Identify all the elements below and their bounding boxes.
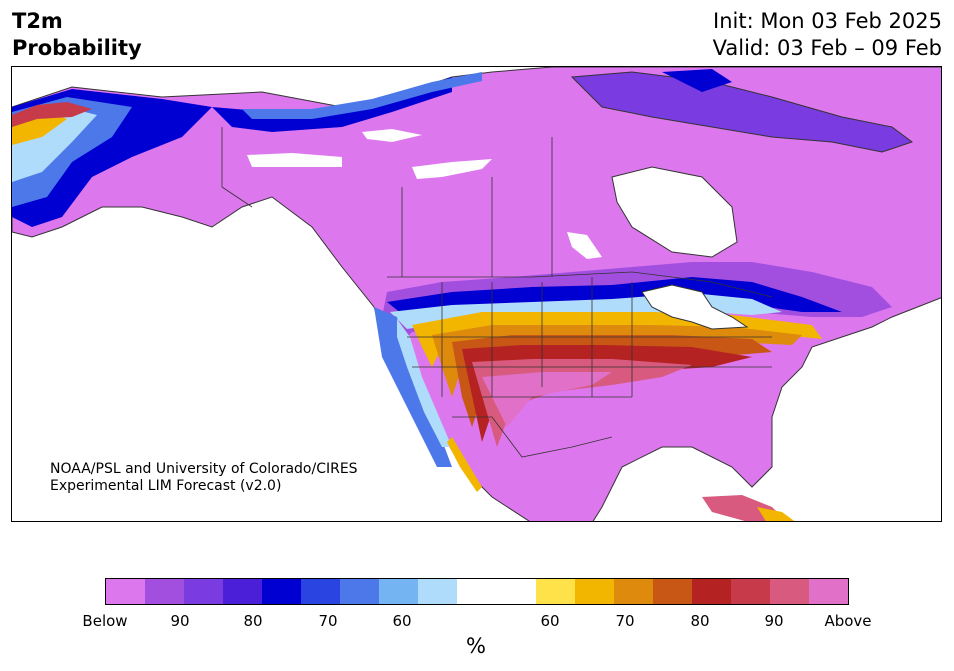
colorbar-segment bbox=[613, 579, 653, 604]
colorbar-segment bbox=[301, 579, 341, 604]
colorbar-ticks: Below 90 80 70 60 60 70 80 90 Above bbox=[0, 612, 954, 632]
neutral-patch bbox=[247, 153, 342, 167]
credit-text: NOAA/PSL and University of Colorado/CIRE… bbox=[50, 461, 358, 495]
variable-title: T2m bbox=[12, 9, 63, 33]
colorbar-tick-label: 80 bbox=[690, 612, 710, 630]
colorbar-tick-label: Below bbox=[82, 612, 128, 630]
valid-range: Valid: 03 Feb – 09 Feb bbox=[712, 36, 942, 60]
init-date: Init: Mon 03 Feb 2025 bbox=[713, 9, 942, 33]
colorbar-segment bbox=[106, 579, 146, 604]
colorbar-segment bbox=[457, 579, 497, 604]
colorbar-segment bbox=[223, 579, 263, 604]
colorbar-segment bbox=[652, 579, 692, 604]
colorbar-tick-label: 70 bbox=[318, 612, 338, 630]
great-lakes bbox=[641, 284, 749, 330]
colorbar-unit: % bbox=[466, 634, 486, 658]
colorbar-segment bbox=[808, 579, 848, 604]
colorbar-segment bbox=[535, 579, 575, 604]
colorbar-tick-label: 70 bbox=[615, 612, 635, 630]
credit-line-1: NOAA/PSL and University of Colorado/CIRE… bbox=[50, 461, 358, 477]
arctic-islands bbox=[662, 69, 732, 92]
neutral-patch bbox=[567, 232, 602, 259]
colorbar-segment bbox=[418, 579, 458, 604]
colorbar-segment bbox=[262, 579, 302, 604]
colorbar-segment bbox=[496, 579, 536, 604]
neutral-patch bbox=[362, 129, 422, 142]
border-lines bbox=[221, 127, 773, 458]
colorbar-segment bbox=[769, 579, 809, 604]
colorbar-tick-label: 90 bbox=[764, 612, 784, 630]
colorbar bbox=[105, 578, 849, 605]
west-coast-band bbox=[397, 319, 452, 447]
colorbar-segment bbox=[145, 579, 185, 604]
colorbar-tick-label: 60 bbox=[540, 612, 560, 630]
product-title: Probability bbox=[12, 36, 142, 60]
colorbar-segment bbox=[691, 579, 731, 604]
hudson-bay bbox=[611, 166, 738, 258]
colorbar-segment bbox=[379, 579, 419, 604]
title-block: T2m Probability bbox=[12, 8, 142, 62]
colorbar-tick-label: 90 bbox=[170, 612, 190, 630]
arctic-band bbox=[242, 72, 482, 119]
credit-line-2: Experimental LIM Forecast (v2.0) bbox=[50, 478, 282, 494]
map-canvas bbox=[12, 67, 941, 521]
colorbar-segment bbox=[340, 579, 380, 604]
baja-band bbox=[447, 437, 482, 492]
colorbar-tick-label: 80 bbox=[243, 612, 263, 630]
probability-map: NOAA/PSL and University of Colorado/CIRE… bbox=[11, 66, 942, 522]
warm-band bbox=[482, 372, 612, 427]
neutral-patch bbox=[412, 159, 492, 179]
caribbean-band bbox=[757, 507, 795, 521]
alaska-band bbox=[12, 102, 92, 127]
colorbar-tick-label: 60 bbox=[392, 612, 412, 630]
colorbar-segment bbox=[574, 579, 614, 604]
colorbar-segment bbox=[184, 579, 224, 604]
colorbar-tick-label: Above bbox=[824, 612, 872, 630]
date-block: Init: Mon 03 Feb 2025 Valid: 03 Feb – 09… bbox=[713, 8, 942, 62]
colorbar-segment bbox=[730, 579, 770, 604]
